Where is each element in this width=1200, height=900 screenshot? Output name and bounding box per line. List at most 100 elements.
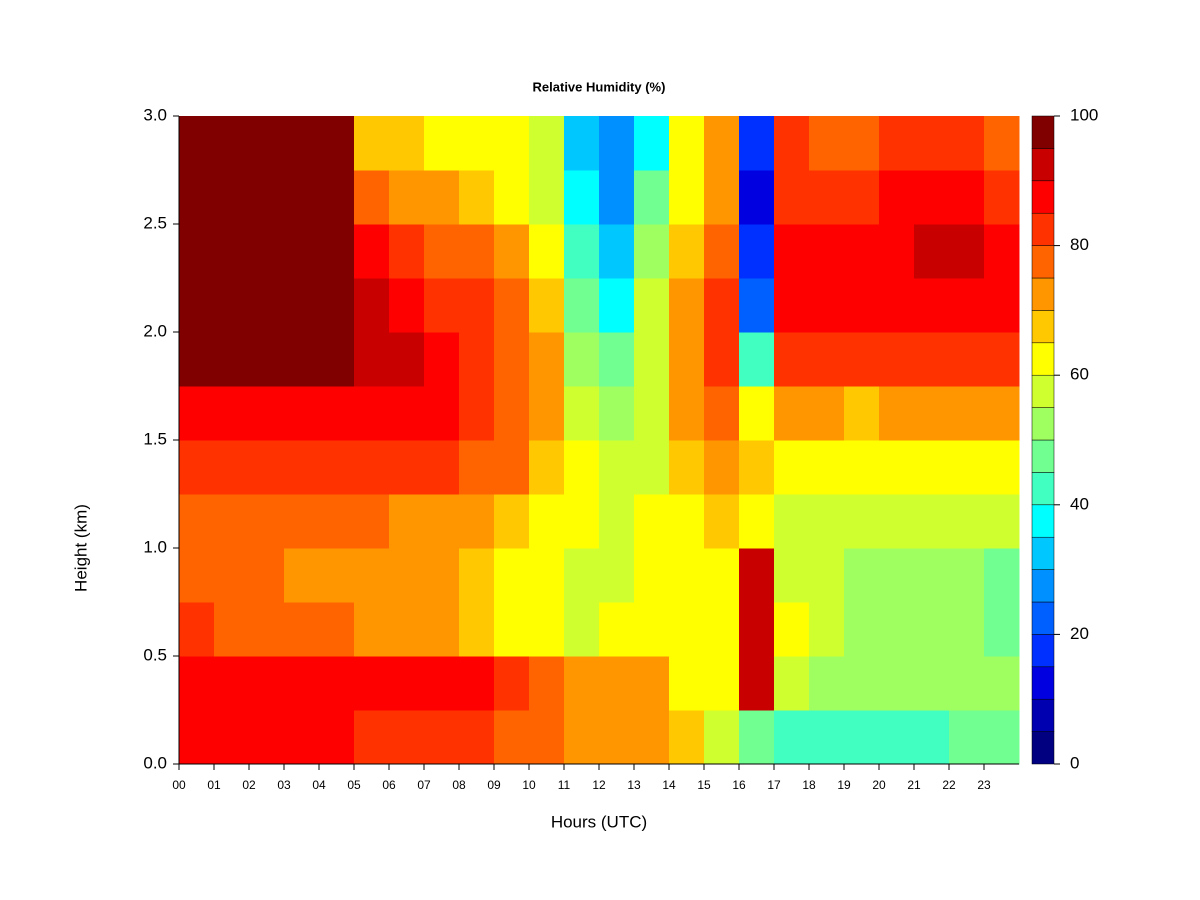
heat-cell [949, 710, 985, 765]
heat-cell [774, 332, 810, 387]
heat-cell [739, 656, 775, 711]
heat-cell [844, 440, 880, 495]
heat-cell [459, 494, 495, 549]
colorbar-tick-label: 100 [1070, 105, 1098, 124]
heat-cell [669, 170, 705, 225]
heat-cell [459, 710, 495, 765]
heat-cell [774, 602, 810, 657]
heat-cell [179, 440, 215, 495]
heat-cell [389, 656, 425, 711]
heat-cell [529, 386, 565, 441]
heat-cell [774, 440, 810, 495]
heat-cell [249, 386, 285, 441]
heat-cell [984, 710, 1020, 765]
colorbar-swatch [1031, 536, 1055, 570]
heat-cell [179, 602, 215, 657]
heat-cell [774, 494, 810, 549]
heat-cell [669, 440, 705, 495]
y-tick-label: 0.5 [143, 645, 167, 664]
x-tick-label: 21 [907, 778, 921, 792]
heat-cell [634, 602, 670, 657]
heat-cell [634, 170, 670, 225]
colorbar-tick-label: 40 [1070, 494, 1089, 513]
heat-cell [529, 656, 565, 711]
heat-cell [739, 602, 775, 657]
heat-cell [809, 170, 845, 225]
heat-cell [879, 386, 915, 441]
heat-cell [879, 332, 915, 387]
x-tick-label: 16 [732, 778, 746, 792]
heat-cell [424, 602, 460, 657]
heat-cell [459, 116, 495, 171]
heat-cell [739, 440, 775, 495]
x-tick-label: 01 [207, 778, 221, 792]
heat-cell [844, 710, 880, 765]
heat-cell [844, 224, 880, 279]
heat-cell [599, 278, 635, 333]
heat-cell [319, 710, 355, 765]
heat-cell [529, 548, 565, 603]
heat-cell [354, 494, 390, 549]
heat-cell [599, 656, 635, 711]
heat-cell [529, 710, 565, 765]
heat-cell [424, 386, 460, 441]
y-tick-label: 1.5 [143, 429, 167, 448]
heat-cell [809, 278, 845, 333]
heat-cell [354, 278, 390, 333]
x-tick-label: 11 [558, 778, 571, 792]
heat-cell [424, 278, 460, 333]
x-tick-label: 14 [662, 778, 676, 792]
heat-cell [984, 440, 1020, 495]
heat-cell [459, 170, 495, 225]
heat-cell [529, 170, 565, 225]
heat-cell [879, 224, 915, 279]
heat-cell [284, 278, 320, 333]
heat-cell [949, 494, 985, 549]
heat-cell [704, 278, 740, 333]
heat-cell [494, 440, 530, 495]
heat-cell [599, 494, 635, 549]
heat-cell [704, 116, 740, 171]
heat-cell [319, 656, 355, 711]
x-tick-label: 07 [417, 778, 431, 792]
heat-cell [529, 278, 565, 333]
heat-cell [704, 656, 740, 711]
heat-cell [809, 656, 845, 711]
x-tick-label: 05 [347, 778, 361, 792]
heat-cell [669, 116, 705, 171]
heat-cell [459, 548, 495, 603]
heat-cell [529, 116, 565, 171]
heat-cell [914, 278, 950, 333]
heat-cell [214, 548, 250, 603]
x-tick-label: 12 [592, 778, 606, 792]
heat-cell [179, 116, 215, 171]
heat-cell [949, 332, 985, 387]
heat-cell [389, 116, 425, 171]
heat-cell [634, 224, 670, 279]
heat-cell [984, 332, 1020, 387]
heat-cell [354, 170, 390, 225]
heat-cell [284, 386, 320, 441]
y-tick-label: 0.0 [143, 753, 167, 772]
heat-cell [459, 224, 495, 279]
heat-cell [599, 116, 635, 171]
heat-cell [704, 494, 740, 549]
heat-cell [564, 386, 600, 441]
colorbar-swatch [1031, 342, 1055, 376]
x-tick-label: 17 [767, 778, 781, 792]
heat-cell [564, 548, 600, 603]
heat-cell [984, 602, 1020, 657]
colorbar-tick-label: 80 [1070, 235, 1089, 254]
heat-cell [879, 548, 915, 603]
heat-cell [459, 386, 495, 441]
heat-cell [739, 332, 775, 387]
heat-cell [494, 602, 530, 657]
heat-cell [739, 710, 775, 765]
heat-cell [389, 494, 425, 549]
heat-cell [494, 278, 530, 333]
heat-cell [879, 170, 915, 225]
heat-cell [529, 494, 565, 549]
heat-cell [774, 386, 810, 441]
heat-cell [774, 656, 810, 711]
x-tick-label: 15 [697, 778, 711, 792]
